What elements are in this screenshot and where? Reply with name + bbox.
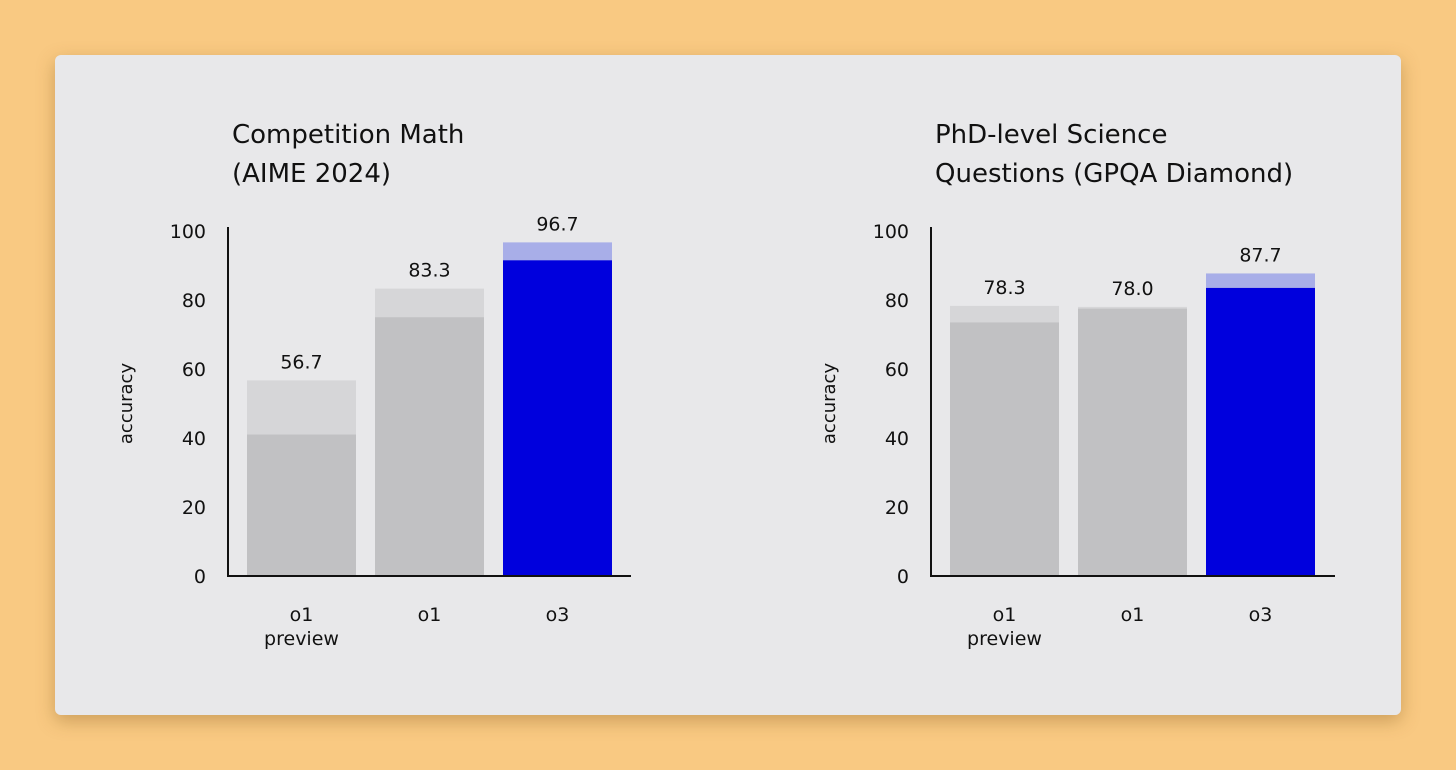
bar-inner bbox=[247, 434, 356, 576]
chart-title-line: PhD-level Science bbox=[935, 120, 1167, 150]
bar-inner bbox=[1078, 308, 1187, 576]
category-label: o1 bbox=[290, 604, 314, 626]
bar-value-label: 96.7 bbox=[536, 213, 578, 235]
bar-inner bbox=[1206, 287, 1315, 576]
category-label: o1 bbox=[993, 604, 1017, 626]
bar-value-label: 78.0 bbox=[1111, 278, 1153, 300]
y-tick-label: 0 bbox=[194, 566, 206, 588]
y-tick-label: 20 bbox=[182, 497, 206, 519]
category-label: o1 bbox=[1121, 604, 1145, 626]
chart-2: PhD-level Science Questions (GPQA Diamond… bbox=[819, 120, 1335, 650]
chart-title-line: Competition Math bbox=[232, 120, 464, 150]
bar-value-label: 87.7 bbox=[1239, 244, 1281, 266]
y-tick-label: 100 bbox=[873, 221, 909, 243]
y-tick-label: 80 bbox=[885, 290, 909, 312]
category-label: o1 bbox=[418, 604, 442, 626]
chart-1: Competition Math (AIME 2024) accuracy 0 20 40… bbox=[116, 120, 631, 650]
charts-figure: Competition Math (AIME 2024) accuracy 0 20 40… bbox=[116, 120, 1335, 650]
bar-value-label: 78.3 bbox=[983, 277, 1025, 299]
y-tick-label: 20 bbox=[885, 497, 909, 519]
y-tick-label: 60 bbox=[885, 359, 909, 381]
bar-inner bbox=[375, 317, 484, 576]
bar-value-label: 83.3 bbox=[408, 260, 450, 282]
category-label: preview bbox=[967, 628, 1042, 650]
bar-value-label: 56.7 bbox=[280, 351, 322, 373]
chart-title-line: Questions (GPQA Diamond) bbox=[935, 159, 1293, 189]
y-tick-label: 100 bbox=[170, 221, 206, 243]
category-label: o3 bbox=[546, 604, 570, 626]
y-tick-label: 60 bbox=[182, 359, 206, 381]
category-label: preview bbox=[264, 628, 339, 650]
category-label: o3 bbox=[1249, 604, 1273, 626]
y-axis-label: accuracy bbox=[116, 363, 137, 445]
bar-inner bbox=[503, 260, 612, 576]
bar-inner bbox=[950, 322, 1059, 576]
y-tick-label: 40 bbox=[885, 428, 909, 450]
y-axis-label: accuracy bbox=[819, 363, 840, 445]
chart-card: Competition Math (AIME 2024) accuracy 0 20 40… bbox=[55, 55, 1401, 715]
chart-title-line: (AIME 2024) bbox=[232, 159, 391, 189]
y-tick-label: 40 bbox=[182, 428, 206, 450]
y-tick-label: 80 bbox=[182, 290, 206, 312]
y-tick-label: 0 bbox=[897, 566, 909, 588]
